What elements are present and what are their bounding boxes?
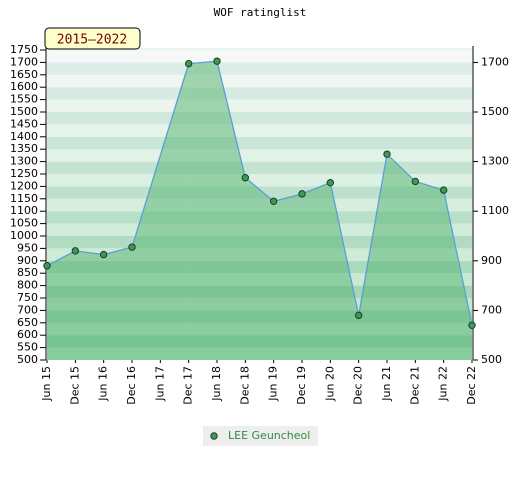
legend-marker: [210, 432, 218, 440]
y-tick-label: 1400: [10, 130, 38, 143]
y-tick-label: 500: [17, 353, 38, 366]
x-tick-label: Jun 15: [40, 366, 53, 402]
band: [47, 99, 472, 112]
x-tick-label: Dec 21: [408, 366, 421, 405]
y-tick-label: 1450: [10, 117, 38, 130]
marker: [71, 247, 80, 255]
x-tick-label: Jun 16: [97, 366, 110, 402]
x-tick-label: Dec 18: [238, 366, 251, 405]
y-tick-label: 600: [17, 328, 38, 341]
marker: [468, 321, 476, 329]
x-tick-label: Jun 22: [437, 366, 450, 402]
x-tick-label: Dec 17: [182, 366, 195, 405]
y-tick-label: 1300: [10, 155, 38, 168]
marker: [326, 178, 335, 187]
y-tick-label: 1150: [10, 192, 38, 205]
y-tick-label: 550: [17, 341, 38, 354]
x-tick-label: Dec 16: [125, 366, 138, 405]
legend-box: [203, 426, 318, 446]
y-tick-label: 1550: [10, 93, 38, 106]
marker: [241, 174, 250, 182]
marker: [128, 243, 136, 251]
marker: [298, 190, 306, 198]
x-tick-label: Dec 15: [68, 366, 81, 405]
x-tick-label: Dec 20: [352, 366, 365, 405]
y-tick-label: 1100: [10, 204, 38, 217]
marker: [354, 311, 363, 320]
y-tick-label: 1250: [10, 167, 38, 180]
x-tick-label: Jun 17: [153, 366, 166, 402]
area: [132, 63, 189, 360]
y-tick-label: 850: [17, 266, 38, 279]
y-tick-label: 1650: [10, 68, 38, 81]
x-tick-label: Dec 22: [465, 366, 478, 405]
marker: [99, 250, 108, 259]
band: [47, 124, 472, 137]
badge-box: [44, 27, 141, 50]
y-tick-label: 1500: [10, 105, 38, 118]
y-tick-label: 1050: [10, 217, 38, 230]
y-tick-label: 650: [17, 316, 38, 329]
x-tick-label: Jun 18: [210, 366, 223, 402]
y-tick-label: 1700: [10, 55, 38, 68]
badge: 2015–2022: [57, 33, 127, 48]
y-tick-label: 800: [17, 279, 38, 292]
marker: [439, 186, 448, 194]
chart-title: WOF ratinglist: [214, 6, 307, 19]
line: [131, 63, 190, 248]
y2-tick-label: 900: [481, 254, 502, 267]
marker: [213, 57, 221, 65]
x-tick-label: Jun 19: [267, 366, 280, 402]
area: [47, 247, 132, 360]
y2-tick-label: 1100: [481, 204, 509, 217]
marker: [269, 197, 278, 205]
legend-label: LEE Geuncheol: [228, 429, 310, 442]
y2-tick-label: 700: [481, 303, 502, 316]
band: [47, 112, 472, 125]
band: [47, 149, 472, 162]
x-tick-label: Dec 19: [295, 366, 308, 405]
y-tick-label: 700: [17, 303, 38, 316]
y-tick-label: 1000: [10, 229, 38, 242]
line: [46, 246, 133, 267]
y2-tick-label: 500: [481, 353, 502, 366]
y-tick-label: 1200: [10, 179, 38, 192]
marker: [184, 59, 193, 68]
y2-tick-label: 1300: [481, 155, 509, 168]
area: [188, 61, 472, 360]
y-tick-label: 950: [17, 241, 38, 254]
y-tick-label: 900: [17, 254, 38, 267]
y-tick-label: 750: [17, 291, 38, 304]
band: [47, 136, 472, 150]
plot-top: [47, 48, 472, 50]
band: [47, 161, 472, 174]
marker: [43, 262, 51, 270]
band: [47, 62, 472, 75]
band: [47, 87, 472, 100]
marker: [411, 177, 420, 186]
y-tick-label: 1350: [10, 142, 38, 155]
y2-tick-label: 1500: [481, 105, 509, 118]
y2-tick-label: 1700: [481, 55, 509, 68]
y-tick-label: 1600: [10, 80, 38, 93]
x-tick-label: Jun 21: [380, 366, 393, 402]
band: [47, 50, 472, 63]
marker: [383, 150, 391, 158]
y-tick-label: 1750: [10, 43, 38, 56]
band: [47, 74, 472, 88]
x-tick-label: Jun 20: [323, 366, 336, 402]
